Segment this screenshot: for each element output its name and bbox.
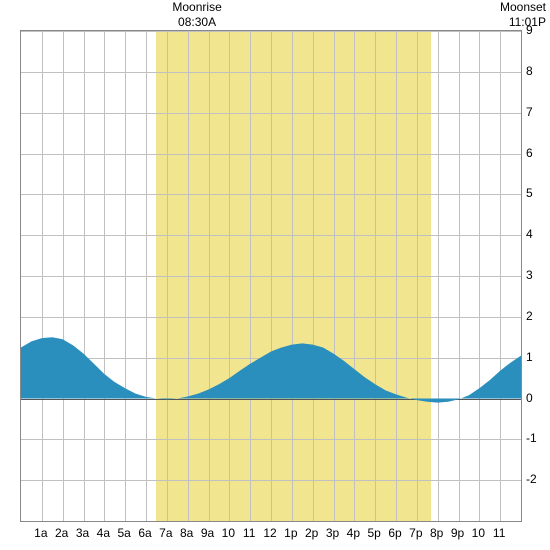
x-tick-label: 9p <box>451 526 464 540</box>
y-tick-label: 2 <box>526 309 533 323</box>
x-tick-label: 4a <box>97 526 110 540</box>
tide-area <box>21 31 521 521</box>
x-tick-label: 2a <box>55 526 68 540</box>
y-tick-label: 6 <box>526 146 533 160</box>
plot-area <box>20 30 522 522</box>
x-tick-label: 9a <box>201 526 214 540</box>
moonset-label: Moonset 11:01P <box>500 0 546 30</box>
y-tick-label: 8 <box>526 64 533 78</box>
x-tick-label: 6a <box>138 526 151 540</box>
x-tick-label: 7p <box>409 526 422 540</box>
tide-path <box>21 337 521 402</box>
x-tick-label: 3p <box>326 526 339 540</box>
x-tick-label: 5a <box>117 526 130 540</box>
x-tick-label: 1a <box>34 526 47 540</box>
x-tick-label: 11 <box>243 526 255 540</box>
moonset-time: 11:01P <box>500 15 546 30</box>
x-tick-label: 7a <box>159 526 172 540</box>
tide-chart: Moonrise 08:30A Moonset 11:01P 1a 2a 3a 4a 5… <box>0 0 550 550</box>
x-tick-label: 10 <box>472 526 485 540</box>
y-tick-label: 0 <box>526 391 533 405</box>
x-tick-label: 3a <box>76 526 89 540</box>
y-tick-label: 3 <box>526 268 533 282</box>
x-tick-label: 2p <box>305 526 318 540</box>
x-tick-label: 6p <box>388 526 401 540</box>
x-tick-label: 8a <box>180 526 193 540</box>
y-tick-label: -1 <box>526 431 537 445</box>
moonrise-time: 08:30A <box>167 15 227 30</box>
x-tick-label: 10 <box>222 526 235 540</box>
x-tick-label: 12 <box>263 526 276 540</box>
y-tick-label: 1 <box>526 350 533 364</box>
y-tick-label: -2 <box>526 472 537 486</box>
y-tick-label: 5 <box>526 186 533 200</box>
x-tick-label: 1p <box>284 526 297 540</box>
moonset-title: Moonset <box>500 0 546 15</box>
y-tick-label: 4 <box>526 227 533 241</box>
x-tick-label: 11 <box>493 526 505 540</box>
x-tick-label: 4p <box>347 526 360 540</box>
y-tick-label: 9 <box>526 23 533 37</box>
x-tick-label: 8p <box>430 526 443 540</box>
moonrise-label: Moonrise 08:30A <box>167 0 227 30</box>
y-tick-label: 7 <box>526 105 533 119</box>
moonrise-title: Moonrise <box>167 0 227 15</box>
x-tick-label: 5p <box>367 526 380 540</box>
